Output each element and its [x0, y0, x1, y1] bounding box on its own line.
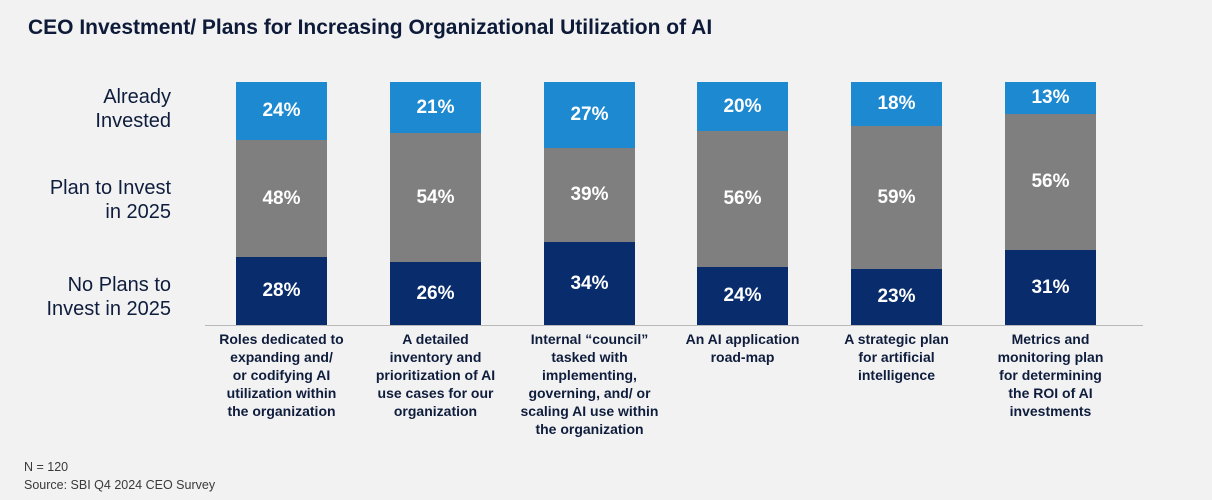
data-label: 56%: [697, 188, 788, 210]
data-label-unit: %: [898, 186, 916, 208]
category-label: A detailed inventory and prioritization …: [375, 331, 496, 419]
bar-already-invested-6: [1005, 82, 1096, 114]
data-label-unit: %: [591, 184, 609, 205]
data-label-value: 59: [877, 186, 899, 208]
category-label: Roles dedicated to expanding and/ or cod…: [219, 331, 344, 419]
data-label-value: 21: [416, 96, 438, 118]
x-axis-line: [205, 325, 1143, 326]
data-label: 34%: [544, 273, 635, 295]
data-label-unit: %: [437, 186, 455, 208]
data-label: 59%: [851, 187, 942, 209]
bar-plan-to-invest-in-2025-4: [697, 131, 788, 267]
data-label-value: 18: [877, 93, 899, 114]
data-label-value: 39: [570, 184, 592, 205]
data-label-value: 31: [1031, 276, 1053, 298]
bar-no-plans-to-invest-in-2025-4: [697, 267, 788, 325]
bar-already-invested-4: [697, 82, 788, 131]
data-label: 23%: [851, 286, 942, 308]
data-label-unit: %: [1052, 276, 1070, 298]
bar-no-plans-to-invest-in-2025-5: [851, 269, 942, 325]
data-label-value: 24: [723, 285, 745, 306]
data-label-unit: %: [898, 93, 916, 114]
data-label-value: 28: [262, 280, 284, 301]
category-label: An AI application road-map: [685, 331, 800, 365]
bar-plan-to-invest-in-2025-5: [851, 126, 942, 269]
data-label-unit: %: [283, 280, 301, 301]
data-label-unit: %: [283, 187, 301, 209]
bar-no-plans-to-invest-in-2025-2: [390, 262, 481, 325]
legend-label-no-plans: No Plans to Invest in 2025: [46, 274, 171, 320]
data-label-unit: %: [744, 188, 762, 209]
category-label: Internal “council” tasked with implement…: [520, 331, 659, 437]
sample-size-note: N = 120: [24, 460, 69, 474]
data-label: 54%: [390, 187, 481, 209]
data-label-value: 23: [877, 286, 899, 307]
data-label-value: 26: [416, 282, 438, 304]
data-label-unit: %: [591, 104, 609, 125]
data-label: 39%: [544, 184, 635, 206]
data-label-value: 48: [262, 187, 284, 209]
bar-no-plans-to-invest-in-2025-1: [236, 257, 327, 325]
data-label: 24%: [236, 100, 327, 122]
data-label: 48%: [236, 188, 327, 210]
data-label-unit: %: [1052, 87, 1070, 108]
data-label-value: 56: [1031, 171, 1053, 192]
bar-plan-to-invest-in-2025-1: [236, 140, 327, 257]
category-label: A strategic plan for artificial intellig…: [844, 331, 949, 383]
source-note: Source: SBI Q4 2024 CEO Survey: [24, 478, 216, 492]
data-label-unit: %: [898, 286, 916, 307]
data-label-unit: %: [744, 285, 762, 306]
bar-plan-to-invest-in-2025-6: [1005, 114, 1096, 250]
data-label-unit: %: [591, 272, 609, 294]
bar-already-invested-2: [390, 82, 481, 133]
chart-title: CEO Investment/ Plans for Increasing Org…: [28, 16, 713, 39]
data-label-value: 13: [1031, 87, 1053, 108]
legend-label-already-invested: Already Invested: [95, 86, 171, 132]
data-label-value: 56: [723, 188, 745, 209]
data-label-unit: %: [744, 95, 762, 117]
data-label: 24%: [697, 285, 788, 307]
data-label-unit: %: [1052, 171, 1070, 192]
data-label-value: 27: [570, 104, 592, 125]
bar-no-plans-to-invest-in-2025-6: [1005, 250, 1096, 325]
data-label-value: 34: [570, 272, 592, 294]
data-label: 31%: [1005, 277, 1096, 299]
data-label: 21%: [390, 97, 481, 119]
data-label: 26%: [390, 283, 481, 305]
data-label-unit: %: [283, 100, 301, 121]
data-label-unit: %: [437, 282, 455, 304]
data-label: 20%: [697, 96, 788, 118]
data-label: 18%: [851, 93, 942, 115]
bar-already-invested-3: [544, 82, 635, 148]
data-label-value: 20: [723, 95, 745, 117]
data-label-unit: %: [437, 96, 455, 118]
category-label: Metrics and monitoring plan for determin…: [997, 331, 1104, 419]
data-label-value: 24: [262, 100, 284, 121]
bar-plan-to-invest-in-2025-2: [390, 133, 481, 262]
data-label-value: 54: [416, 186, 438, 208]
data-label: 56%: [1005, 171, 1096, 193]
data-label: 28%: [236, 280, 327, 302]
data-label: 13%: [1005, 87, 1096, 109]
data-label: 27%: [544, 104, 635, 126]
legend-label-plan-to-invest: Plan to Invest in 2025: [49, 177, 171, 223]
bar-already-invested-5: [851, 82, 942, 126]
bar-already-invested-1: [236, 82, 327, 140]
bar-no-plans-to-invest-in-2025-3: [544, 242, 635, 325]
bar-plan-to-invest-in-2025-3: [544, 148, 635, 242]
